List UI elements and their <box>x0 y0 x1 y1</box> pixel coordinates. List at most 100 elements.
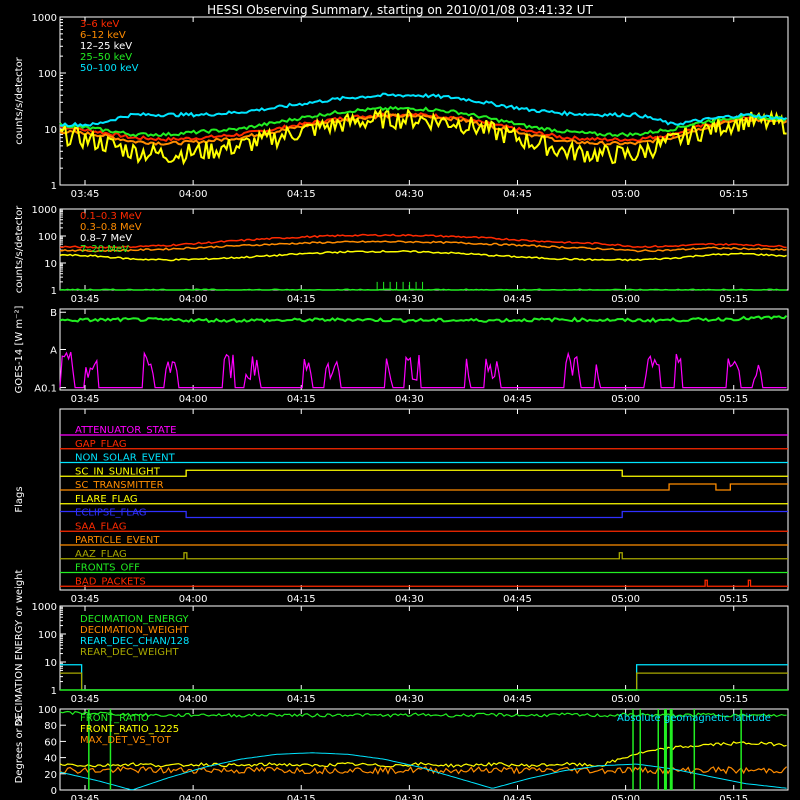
x-tick-label: 03:45 <box>71 694 100 705</box>
x-tick-label: 05:00 <box>611 694 640 705</box>
flag-label: SC_IN_SUNLIGHT <box>75 466 161 477</box>
x-tick-label: 04:30 <box>395 189 424 200</box>
flag-label: SC_TRANSMITTER <box>75 480 164 491</box>
x-tick-label: 03:45 <box>71 189 100 200</box>
x-tick-label: 04:00 <box>179 794 208 800</box>
legend-entry: 0.8–7 MeV <box>80 233 132 244</box>
goes-long-line <box>59 314 788 324</box>
x-tick-label: 05:15 <box>719 394 748 405</box>
x-tick-label: 04:00 <box>179 694 208 705</box>
decimation-line <box>60 664 788 691</box>
x-tick-label: 04:15 <box>287 394 316 405</box>
y-tick-label: 20 <box>44 770 57 781</box>
chart-title: HESSI Observing Summary, starting on 201… <box>207 3 593 17</box>
legend-entry: DECIMATION_ENERGY <box>80 614 189 625</box>
x-tick-label: 05:15 <box>719 294 748 305</box>
ratios-panel: 03:45 04:00 04:15 04:30 04:45 05:00 05:15 Degre… <box>14 705 789 800</box>
series-line <box>59 92 787 128</box>
legend-entry: DECIMATION_WEIGHT <box>80 625 189 636</box>
x-tick-label: 04:15 <box>287 594 316 605</box>
flag-label: SAA_FLAG <box>75 521 126 532</box>
y-tick-label: 100 <box>38 69 57 80</box>
flag-line <box>60 510 788 519</box>
x-tick-label: 05:15 <box>719 694 748 705</box>
x-tick-label: 04:30 <box>395 294 424 305</box>
x-tick-label: 05:00 <box>611 189 640 200</box>
x-tick-label: 04:00 <box>179 594 208 605</box>
legend-entry: 6–12 keV <box>80 30 126 41</box>
flag-label: FLARE_FLAG <box>75 494 138 505</box>
plots-group: 03:45 04:00 04:15 04:30 04:45 05:00 05:15 count… <box>14 13 789 800</box>
x-tick-label: 05:15 <box>719 794 748 800</box>
x-tick-label: 05:00 <box>611 794 640 800</box>
y-tick-label: 80 <box>44 721 57 732</box>
legend-entry: 0.3–0.8 MeV <box>80 222 142 233</box>
y-tick-label: B <box>50 308 57 319</box>
y-tick-label: 100 <box>38 232 57 243</box>
y-tick-label: 1 <box>51 686 57 697</box>
y-tick-label: 1 <box>51 181 57 192</box>
x-tick-label: 04:15 <box>287 794 316 800</box>
ratios-frame <box>59 708 789 791</box>
y-tick-label: A <box>50 346 57 357</box>
decimation-line <box>60 672 788 691</box>
flag-label: BAD_PACKETS <box>75 576 146 587</box>
flag-label: AAZ_FLAG <box>75 549 127 560</box>
x-tick-label: 04:45 <box>503 594 532 605</box>
x-tick-label: 03:45 <box>71 794 100 800</box>
legend-entry: 25–50 keV <box>80 52 132 63</box>
y-tick-label: 10 <box>44 658 57 669</box>
y-tick-label: 10 <box>44 259 57 270</box>
y-tick-label: 100 <box>38 705 57 716</box>
y-tick-label: 10 <box>44 125 57 136</box>
flag-label: ATTENUATOR_STATE <box>75 425 176 436</box>
decimation-ylabel: DECIMATION ENERGY or weight <box>14 569 25 726</box>
x-tick-label: 04:45 <box>503 294 532 305</box>
series-line <box>59 233 787 249</box>
flag-label: GAP_FLAG <box>75 439 127 450</box>
y-tick-label: 1 <box>51 286 57 297</box>
x-tick-label: 04:00 <box>179 394 208 405</box>
legend-entry: 50–100 keV <box>80 63 139 74</box>
series-line <box>59 288 787 291</box>
x-tick-label: 04:15 <box>287 294 316 305</box>
geomag-annotation: Absolute geomagnetic latitude <box>617 713 771 724</box>
flag-label: PARTICLE_EVENT <box>75 535 160 546</box>
x-tick-label: 04:30 <box>395 694 424 705</box>
x-tick-label: 04:15 <box>287 694 316 705</box>
y-tick-label: 1000 <box>32 205 57 216</box>
x-tick-label: 04:45 <box>503 794 532 800</box>
series-line <box>59 112 787 142</box>
x-tick-label: 04:45 <box>503 694 532 705</box>
series-line <box>59 105 788 138</box>
x-tick-label: 04:15 <box>287 189 316 200</box>
legend-entry: REAR_DEC_WEIGHT <box>80 647 179 658</box>
legend-entry: 12–25 keV <box>80 41 132 52</box>
y-tick-label: 40 <box>44 754 57 765</box>
x-tick-label: 05:00 <box>611 594 640 605</box>
series-line <box>60 240 787 253</box>
x-tick-label: 04:00 <box>179 294 208 305</box>
y-tick-label: 1000 <box>32 602 57 613</box>
x-tick-label: 04:30 <box>395 394 424 405</box>
goes-short-line <box>59 351 787 389</box>
goes-ylabel: GOES-14 [W m⁻²] <box>14 306 25 394</box>
flag-label: FRONTS_OFF <box>75 563 140 574</box>
y-tick-label: A0.1 <box>34 384 57 395</box>
flag-label: NON_SOLAR_EVENT <box>75 453 176 464</box>
x-tick-label: 03:45 <box>71 294 100 305</box>
flag-label: ECLIPSE_FLAG <box>75 508 146 519</box>
x-tick-label: 04:30 <box>395 594 424 605</box>
legend-entry: 7–20 MeV <box>80 244 129 255</box>
flag-line <box>60 469 788 477</box>
low-energy-frame <box>59 16 789 186</box>
x-tick-label: 04:45 <box>503 394 532 405</box>
x-tick-label: 05:00 <box>611 394 640 405</box>
y-tick-label: 60 <box>44 737 57 748</box>
high-energy-ylabel: counts/s/detector <box>14 205 25 293</box>
ratios-ylabel: Degrees or % <box>14 716 25 784</box>
legend-entry: 0.1–0.3 MeV <box>80 211 142 222</box>
series-line <box>59 249 787 262</box>
x-tick-label: 04:45 <box>503 189 532 200</box>
